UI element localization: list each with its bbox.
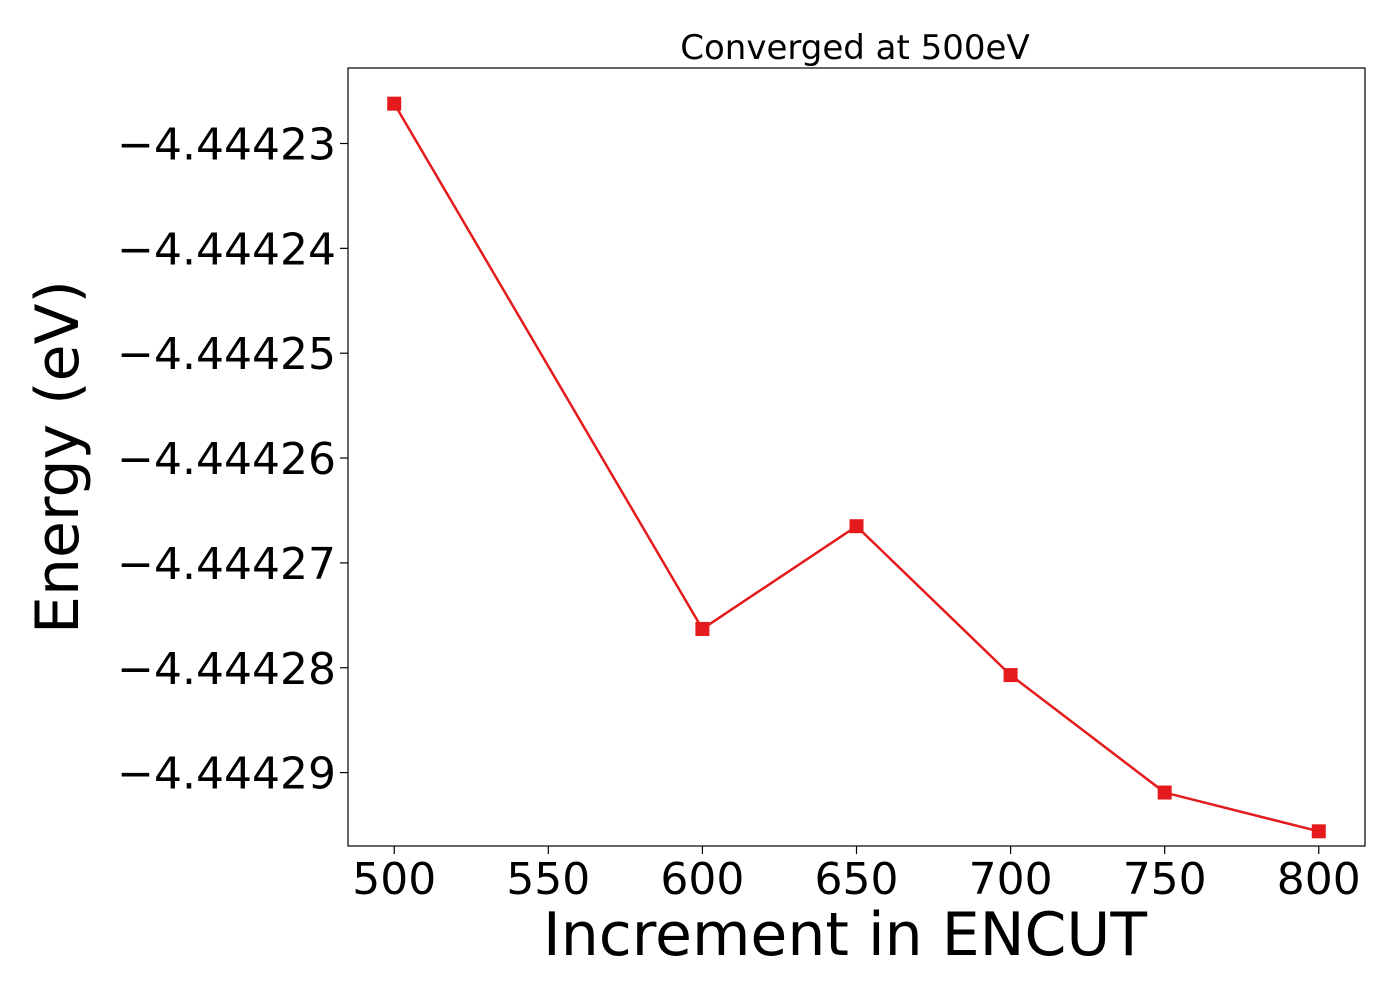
x-tick-label: 500	[352, 854, 436, 905]
x-tick-label: 700	[969, 854, 1053, 905]
data-point-marker	[1311, 824, 1326, 839]
x-tick-label: 650	[815, 854, 899, 905]
y-tick-label: −4.44424	[117, 224, 336, 275]
plot-frame	[347, 67, 1366, 847]
x-tick-label: 750	[1123, 854, 1207, 905]
y-axis: −4.44423 −4.44424 −4.44425 −4.44426 −4.44427…	[117, 119, 348, 800]
x-tick-label: 600	[660, 854, 744, 905]
series-layer	[387, 96, 1326, 839]
data-point-marker	[387, 96, 402, 111]
y-tick-label: −4.44429	[117, 749, 336, 800]
data-point-marker	[1003, 668, 1018, 683]
chart-title: Converged at 500eV	[680, 28, 1029, 68]
x-tick-label: 800	[1277, 854, 1361, 905]
data-point-marker	[1157, 785, 1172, 800]
data-point-marker	[849, 519, 864, 534]
y-tick-label: −4.44428	[117, 644, 336, 695]
series-line	[393, 103, 1320, 833]
y-tick-label: −4.44426	[117, 434, 336, 485]
x-axis-label: Increment in ENCUT	[543, 900, 1147, 970]
data-point-marker	[695, 621, 710, 636]
y-tick-label: −4.44427	[117, 539, 336, 590]
y-axis-label: Energy (eV)	[23, 280, 93, 634]
x-axis: 500 550 600 650 700 750 800	[352, 846, 1361, 905]
y-tick-label: −4.44425	[117, 329, 336, 380]
y-tick-label: −4.44423	[117, 119, 336, 170]
x-tick-label: 550	[506, 854, 590, 905]
